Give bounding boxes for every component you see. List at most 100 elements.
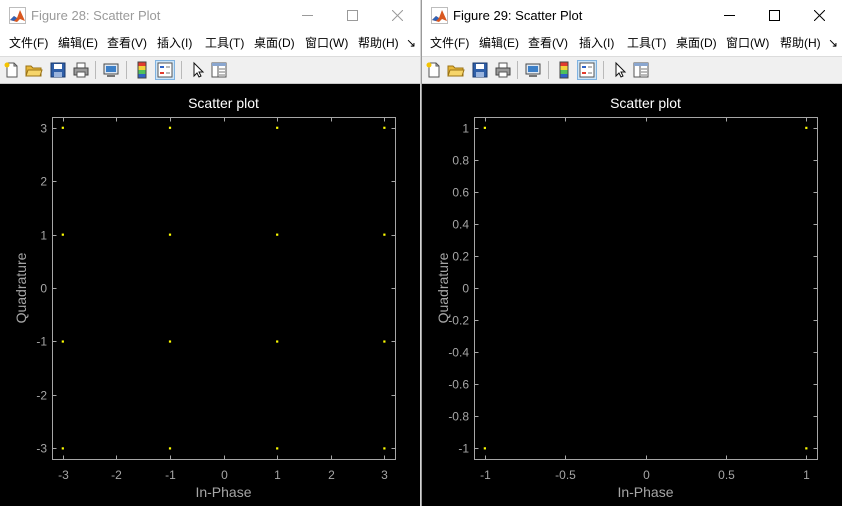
menu-file[interactable]: 文件(F) [9, 36, 49, 50]
menu-window[interactable]: 窗口(W) [726, 36, 770, 50]
menu-overflow-icon[interactable]: ↘ [827, 36, 838, 50]
print-button[interactable] [494, 61, 512, 79]
open-folder-icon [447, 65, 465, 77]
open-folder-icon [25, 65, 43, 77]
minimize-icon [302, 15, 313, 16]
minimize-button[interactable] [707, 0, 752, 31]
chart-title: Scatter plot [610, 95, 681, 111]
colorbar-button[interactable] [555, 61, 573, 79]
figure-toolbar [422, 56, 842, 84]
menu-view[interactable]: 查看(V) [107, 36, 147, 50]
x-tick-label: 1 [274, 468, 281, 482]
plot-area: -3 -2 -1 0 1 2 3 -3 -2 -1 0 1 2 3 Scatter plot In-Phase… [0, 84, 420, 506]
y-axis-label: Quadrature [13, 252, 29, 323]
new-figure-button[interactable] [3, 61, 21, 79]
save-button[interactable] [49, 61, 67, 79]
window-title: Figure 28: Scatter Plot [31, 8, 161, 23]
menu-tools[interactable]: 工具(T) [205, 36, 245, 50]
toolbar-separator [548, 61, 549, 79]
print-icon [73, 62, 89, 78]
print-icon [495, 62, 511, 78]
property-editor-icon [211, 62, 227, 78]
maximize-button[interactable] [752, 0, 797, 31]
figure-toolbar [0, 56, 420, 84]
x-axis-label: In-Phase [195, 484, 251, 500]
save-button[interactable] [471, 61, 489, 79]
legend-button[interactable] [155, 60, 175, 80]
edit-plot-button[interactable] [610, 61, 628, 79]
menu-help[interactable]: 帮助(H) [780, 36, 821, 50]
y-tick-label: 2 [40, 175, 47, 189]
scatter-point [483, 126, 486, 129]
new-figure-button[interactable] [425, 61, 443, 79]
colorbar-icon [559, 61, 569, 79]
x-tick-label: 1 [803, 468, 810, 482]
open-file-button[interactable] [25, 61, 43, 79]
menu-bar: 文件(F) 编辑(E) 查看(V) 插入(I) 工具(T) 桌面(D) 窗口(W… [422, 31, 842, 56]
scatter-point [276, 340, 279, 343]
print-button[interactable] [72, 61, 90, 79]
minimize-button[interactable] [285, 0, 330, 31]
property-editor-button[interactable] [210, 61, 228, 79]
y-tick-label: -1 [36, 335, 47, 349]
edit-plot-button[interactable] [188, 61, 206, 79]
scatter-point [483, 447, 486, 450]
legend-icon [157, 62, 173, 78]
menu-file[interactable]: 文件(F) [430, 36, 470, 50]
menu-tools[interactable]: 工具(T) [627, 36, 667, 50]
property-editor-button[interactable] [632, 61, 650, 79]
y-tick-label: -0.6 [448, 378, 469, 392]
menu-insert[interactable]: 插入(I) [579, 36, 615, 50]
print-preview-icon [103, 63, 119, 77]
x-tick-label: -1 [165, 468, 176, 482]
toolbar-separator [126, 61, 127, 79]
figure-29-window: Figure 29: Scatter Plot 文件(F) 编辑(E) 查看(V… [421, 0, 842, 506]
matlab-logo-icon [431, 7, 448, 24]
scatter-point [61, 447, 64, 450]
maximize-icon [347, 10, 358, 21]
legend-button[interactable] [577, 60, 597, 80]
legend-icon [579, 62, 595, 78]
title-bar[interactable]: Figure 28: Scatter Plot [0, 0, 420, 31]
title-bar[interactable]: Figure 29: Scatter Plot [422, 0, 842, 31]
new-figure-icon [426, 62, 440, 78]
toolbar-separator [181, 61, 182, 79]
maximize-button[interactable] [330, 0, 375, 31]
y-tick-label: -3 [36, 442, 47, 456]
y-tick-label: -2 [36, 389, 47, 403]
x-tick-label: -0.5 [555, 468, 576, 482]
print-preview-button[interactable] [102, 61, 120, 79]
scatter-point [805, 447, 808, 450]
scatter-point [168, 126, 172, 129]
print-preview-button[interactable] [524, 61, 542, 79]
open-file-button[interactable] [447, 61, 465, 79]
menu-help[interactable]: 帮助(H) [358, 36, 399, 50]
close-button[interactable] [797, 0, 842, 31]
scatter-point [168, 340, 172, 343]
x-tick-label: 3 [381, 468, 388, 482]
y-tick-label: -0.2 [448, 314, 469, 328]
menu-insert[interactable]: 插入(I) [157, 36, 193, 50]
y-tick-label: 0.2 [452, 250, 469, 264]
menu-desktop[interactable]: 桌面(D) [254, 36, 295, 50]
colorbar-button[interactable] [133, 61, 151, 79]
y-tick-label: 0 [462, 282, 469, 296]
menu-desktop[interactable]: 桌面(D) [676, 36, 717, 50]
y-tick-label: -0.8 [448, 410, 469, 424]
scatter-plot-figure-28: -3 -2 -1 0 1 2 3 -3 -2 -1 0 1 2 3 Scatter plot In-Phase… [13, 95, 396, 500]
toolbar-separator [95, 61, 96, 79]
menu-window[interactable]: 窗口(W) [305, 36, 349, 50]
menu-overflow-icon[interactable]: ↘ [405, 36, 416, 50]
save-icon [50, 62, 66, 78]
scatter-point [168, 233, 172, 236]
scatter-point [805, 126, 808, 129]
menu-edit[interactable]: 编辑(E) [479, 36, 519, 50]
chart-title: Scatter plot [188, 95, 259, 111]
scatter-point [168, 447, 172, 450]
close-icon [814, 10, 825, 21]
close-button[interactable] [375, 0, 420, 31]
y-tick-label: -0.4 [448, 346, 469, 360]
menu-view[interactable]: 查看(V) [528, 36, 568, 50]
menu-edit[interactable]: 编辑(E) [58, 36, 98, 50]
x-tick-label: 0 [221, 468, 228, 482]
